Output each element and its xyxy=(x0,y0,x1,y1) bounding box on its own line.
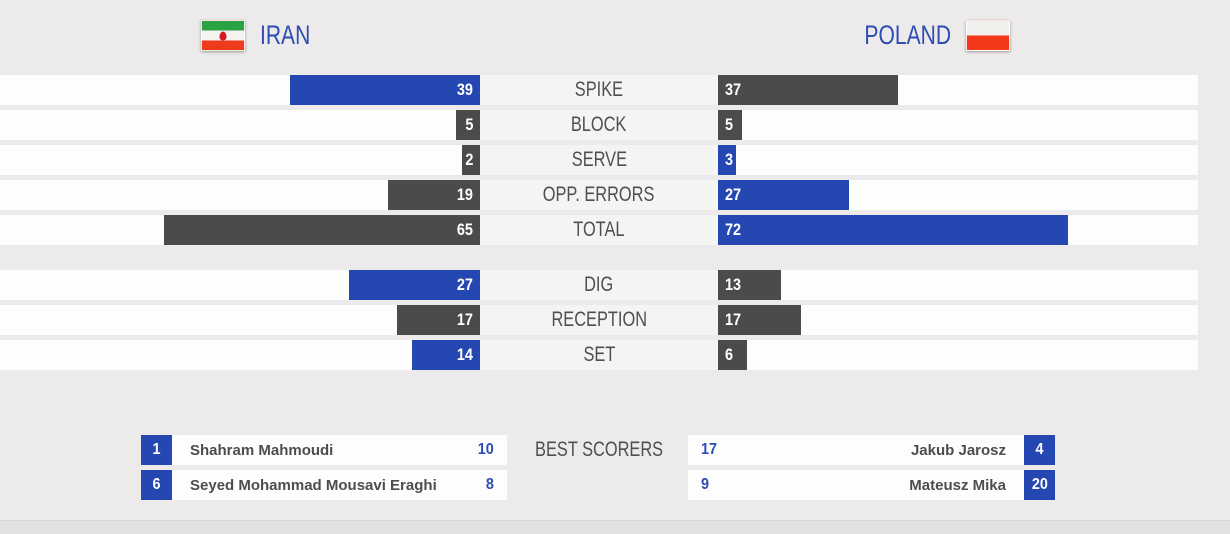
iran-bar-value: 19 xyxy=(456,185,473,204)
player-points: 10 xyxy=(477,441,494,458)
iran-bar: 14 xyxy=(412,340,480,370)
stat-label-cell: SET xyxy=(480,340,718,370)
poland-scorer-row-1: 17 Jakub Jarosz 4 xyxy=(688,435,1055,465)
poland-bar: 5 xyxy=(718,110,742,140)
player-name: Jakub Jarosz xyxy=(910,441,1006,459)
jersey-badge: 4 xyxy=(1024,435,1055,465)
best-scorers-heading: BEST SCORERS xyxy=(480,435,718,465)
iran-scorer-row-1: 1 Shahram Mahmoudi 10 xyxy=(141,435,507,465)
poland-bar: 3 xyxy=(718,145,736,175)
stat-label-cell: RECEPTION xyxy=(480,305,718,335)
poland-bar: 6 xyxy=(718,340,747,370)
team-header-iran: IRAN xyxy=(201,20,325,51)
stat-label-cell: SPIKE xyxy=(480,75,718,105)
stat-label: DIG xyxy=(584,273,614,296)
poland-flag-icon xyxy=(966,20,1010,51)
team-name-iran: IRAN xyxy=(260,20,311,50)
stat-label-cell: DIG xyxy=(480,270,718,300)
poland-bar-value: 72 xyxy=(725,220,742,239)
iran-bar: 27 xyxy=(349,270,480,300)
poland-bar-value: 6 xyxy=(725,345,734,364)
stat-row-spike: 39 SPIKE 37 xyxy=(0,75,1198,105)
poland-bar: 17 xyxy=(718,305,801,335)
poland-bar-value: 3 xyxy=(725,150,734,169)
team-header-poland: POLAND xyxy=(840,20,1010,51)
poland-bar: 37 xyxy=(718,75,898,105)
player-name: Shahram Mahmoudi xyxy=(190,441,334,459)
iran-bar: 17 xyxy=(397,305,480,335)
stat-row-reception: 17 RECEPTION 17 xyxy=(0,305,1198,335)
iran-flag-icon xyxy=(201,20,245,51)
poland-bar-value: 17 xyxy=(725,310,742,329)
jersey-badge: 1 xyxy=(141,435,172,465)
stat-label: SET xyxy=(583,343,615,366)
poland-bar: 27 xyxy=(718,180,849,210)
stat-label-cell: SERVE xyxy=(480,145,718,175)
jersey-number: 6 xyxy=(152,476,161,493)
stat-row-total: 65 TOTAL 72 xyxy=(0,215,1198,245)
poland-bar-value: 37 xyxy=(725,80,742,99)
poland-bar-value: 5 xyxy=(725,115,734,134)
iran-bar-value: 5 xyxy=(464,115,473,134)
stat-label: OPP. ERRORS xyxy=(543,183,655,206)
stat-label-cell: TOTAL xyxy=(480,215,718,245)
iran-bar: 5 xyxy=(456,110,480,140)
stat-row-opp-errors: 19 OPP. ERRORS 27 xyxy=(0,180,1198,210)
iran-bar: 39 xyxy=(290,75,480,105)
stat-label: RECEPTION xyxy=(551,308,647,331)
poland-bar: 13 xyxy=(718,270,781,300)
poland-bar-value: 13 xyxy=(725,275,742,294)
iran-bar-value: 65 xyxy=(456,220,473,239)
player-points: 8 xyxy=(485,476,494,493)
jersey-number: 20 xyxy=(1031,476,1048,493)
team-name-poland: POLAND xyxy=(864,20,951,50)
iran-bar: 65 xyxy=(164,215,480,245)
stat-label: SPIKE xyxy=(574,78,624,101)
stat-label-cell: OPP. ERRORS xyxy=(480,180,718,210)
player-name: Seyed Mohammad Mousavi Eraghi xyxy=(190,476,437,494)
jersey-number: 1 xyxy=(152,441,161,458)
best-scorers-label: BEST SCORERS xyxy=(534,438,664,461)
jersey-badge: 20 xyxy=(1024,470,1055,500)
jersey-badge: 6 xyxy=(141,470,172,500)
stat-label-cell: BLOCK xyxy=(480,110,718,140)
iran-bar-value: 14 xyxy=(456,345,473,364)
player-points: 9 xyxy=(701,476,710,493)
stat-row-block: 5 BLOCK 5 xyxy=(0,110,1198,140)
iran-bar: 2 xyxy=(462,145,480,175)
player-name: Mateusz Mika xyxy=(909,476,1006,494)
poland-bar: 72 xyxy=(718,215,1068,245)
iran-bar-value: 17 xyxy=(456,310,473,329)
stat-label: SERVE xyxy=(571,148,627,171)
poland-scorer-row-2: 9 Mateusz Mika 20 xyxy=(688,470,1055,500)
stat-row-serve: 2 SERVE 3 xyxy=(0,145,1198,175)
stat-row-set: 14 SET 6 xyxy=(0,340,1198,370)
jersey-number: 4 xyxy=(1035,441,1044,458)
iran-bar: 19 xyxy=(388,180,480,210)
iran-bar-value: 27 xyxy=(456,275,473,294)
iran-bar-value: 39 xyxy=(456,80,473,99)
iran-scorer-row-2: 6 Seyed Mohammad Mousavi Eraghi 8 xyxy=(141,470,507,500)
stat-label: TOTAL xyxy=(573,218,625,241)
poland-bar-value: 27 xyxy=(725,185,742,204)
bottom-divider-strip xyxy=(0,520,1230,534)
player-points: 17 xyxy=(701,441,718,458)
iran-emblem-icon xyxy=(219,31,227,40)
iran-bar-value: 2 xyxy=(464,150,473,169)
stat-row-dig: 27 DIG 13 xyxy=(0,270,1198,300)
stat-label: BLOCK xyxy=(571,113,627,136)
